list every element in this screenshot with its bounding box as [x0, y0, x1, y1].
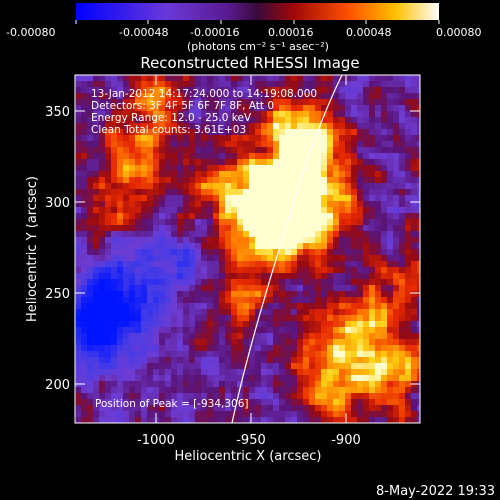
y-tick-label: 350 — [45, 105, 70, 120]
colorbar-tick-label: -0.00080 — [6, 26, 55, 39]
colorbar-tick-label: -0.00048 — [119, 26, 168, 39]
colorbar-tick-label: 0.00016 — [268, 26, 314, 39]
solar-limb-arc — [231, 75, 343, 423]
x-tick-label: -1000 — [137, 433, 175, 448]
colorbar-tick-label: 0.00080 — [436, 26, 482, 39]
colorbar-units: (photons cm⁻² s⁻¹ asec⁻²) — [187, 40, 329, 53]
colorbar-tick-label: 0.00048 — [346, 26, 392, 39]
footer-date: 8-May-2022 19:33 — [376, 484, 495, 499]
y-tick-label: 200 — [45, 378, 70, 393]
y-tick-label: 250 — [45, 287, 70, 302]
info-line-counts: Clean Total counts: 3.61E+03 — [91, 124, 246, 136]
flare-image — [75, 75, 420, 423]
plot-title: Reconstructed RHESSI Image — [140, 54, 359, 72]
x-tick-label: -950 — [236, 433, 266, 448]
peak-position: Position of Peak = [-934,306] — [95, 398, 249, 410]
colorbar — [76, 3, 439, 20]
plot-frame — [74, 74, 421, 424]
x-tick-label: -900 — [331, 433, 361, 448]
y-tick-label: 300 — [45, 196, 70, 211]
colorbar-tick-label: -0.00016 — [190, 26, 239, 39]
y-axis-label: Heliocentric Y (arcsec) — [25, 176, 40, 322]
info-line-detectors: Detectors: 3F 4F 5F 6F 7F 8F, Att 0 — [91, 100, 274, 112]
x-axis-label: Heliocentric X (arcsec) — [175, 449, 322, 464]
info-line-energy: Energy Range: 12.0 - 25.0 keV — [91, 112, 252, 124]
axis-ticks — [75, 75, 420, 423]
info-line-time: 13-Jan-2012 14:17:24.000 to 14:19:08.000 — [91, 88, 317, 100]
colorbar-ticks — [75, 20, 440, 24]
